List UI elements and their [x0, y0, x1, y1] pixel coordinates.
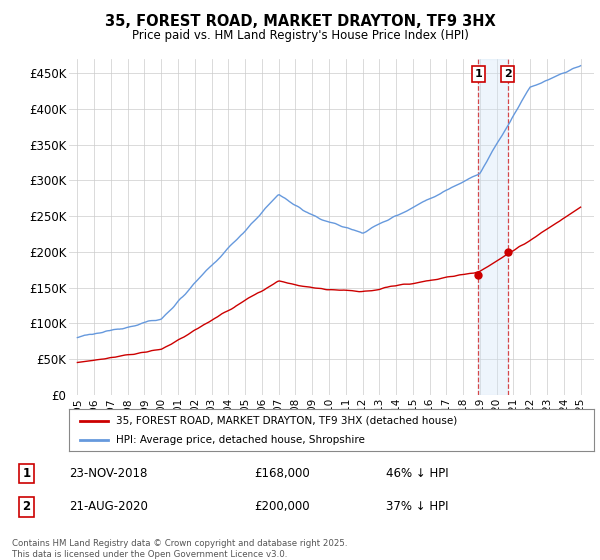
Text: £200,000: £200,000	[254, 500, 310, 514]
Text: 21-AUG-2020: 21-AUG-2020	[70, 500, 148, 514]
Text: 23-NOV-2018: 23-NOV-2018	[70, 467, 148, 480]
Text: £168,000: £168,000	[254, 467, 310, 480]
Text: 37% ↓ HPI: 37% ↓ HPI	[386, 500, 449, 514]
Text: 1: 1	[22, 467, 31, 480]
Text: 35, FOREST ROAD, MARKET DRAYTON, TF9 3HX: 35, FOREST ROAD, MARKET DRAYTON, TF9 3HX	[104, 14, 496, 29]
Bar	[478, 59, 508, 395]
Text: HPI: Average price, detached house, Shropshire: HPI: Average price, detached house, Shro…	[116, 435, 365, 445]
Text: 2: 2	[504, 69, 511, 79]
Text: 2: 2	[22, 500, 31, 514]
Text: Contains HM Land Registry data © Crown copyright and database right 2025.
This d: Contains HM Land Registry data © Crown c…	[12, 539, 347, 559]
Text: 1: 1	[475, 69, 482, 79]
Text: 35, FOREST ROAD, MARKET DRAYTON, TF9 3HX (detached house): 35, FOREST ROAD, MARKET DRAYTON, TF9 3HX…	[116, 416, 458, 426]
Text: Price paid vs. HM Land Registry's House Price Index (HPI): Price paid vs. HM Land Registry's House …	[131, 29, 469, 42]
Text: 46% ↓ HPI: 46% ↓ HPI	[386, 467, 449, 480]
